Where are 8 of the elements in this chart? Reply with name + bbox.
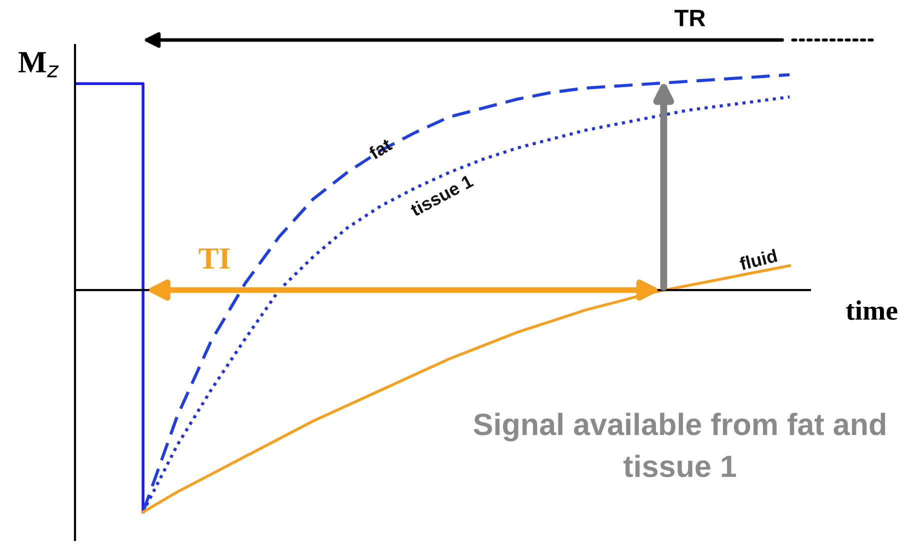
annotation: Signal available from fat and tissue 1 — [474, 412, 886, 478]
text: fluid — [738, 248, 778, 270]
x-axis-title: time — [846, 300, 898, 320]
annotation: TI — [198, 248, 230, 269]
text: tissue 1 — [409, 174, 474, 217]
text: TR — [674, 10, 706, 26]
text: fat — [368, 137, 393, 160]
y-axis-title: M$_{z}$ — [18, 52, 59, 78]
